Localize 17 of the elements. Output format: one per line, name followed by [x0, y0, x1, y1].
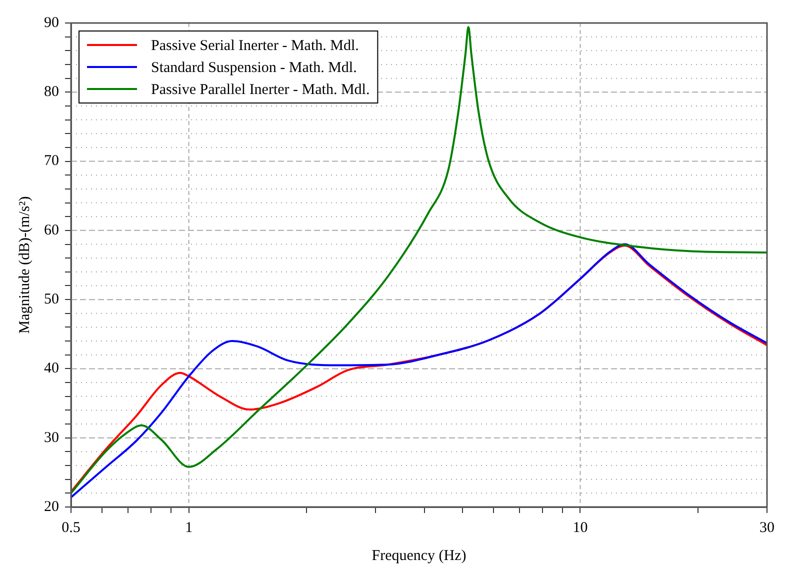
- y-axis-title: Magnitude (dB)-(m/s²): [16, 196, 33, 334]
- y-tick-label: 80: [44, 84, 59, 100]
- x-tick-label: 0.5: [62, 520, 80, 536]
- legend-label: Standard Suspension - Math. Mdl.: [151, 60, 357, 76]
- y-tick-label: 60: [44, 222, 59, 238]
- x-tick-label: 1: [185, 520, 193, 536]
- x-tick-label: 10: [572, 520, 588, 536]
- y-tick-label: 40: [44, 360, 59, 377]
- y-tick-label: 70: [44, 153, 59, 170]
- y-tick-label: 20: [44, 498, 59, 515]
- y-tick-label: 90: [44, 14, 59, 31]
- legend-label: Passive Serial Inerter - Math. Mdl.: [151, 38, 359, 54]
- x-tick-label: 30: [760, 520, 774, 536]
- x-axis-title: Frequency (Hz): [372, 548, 466, 564]
- legend-label: Passive Parallel Inerter - Math. Mdl.: [151, 82, 370, 98]
- y-tick-label: 50: [44, 292, 59, 308]
- y-tick-label: 30: [44, 430, 59, 446]
